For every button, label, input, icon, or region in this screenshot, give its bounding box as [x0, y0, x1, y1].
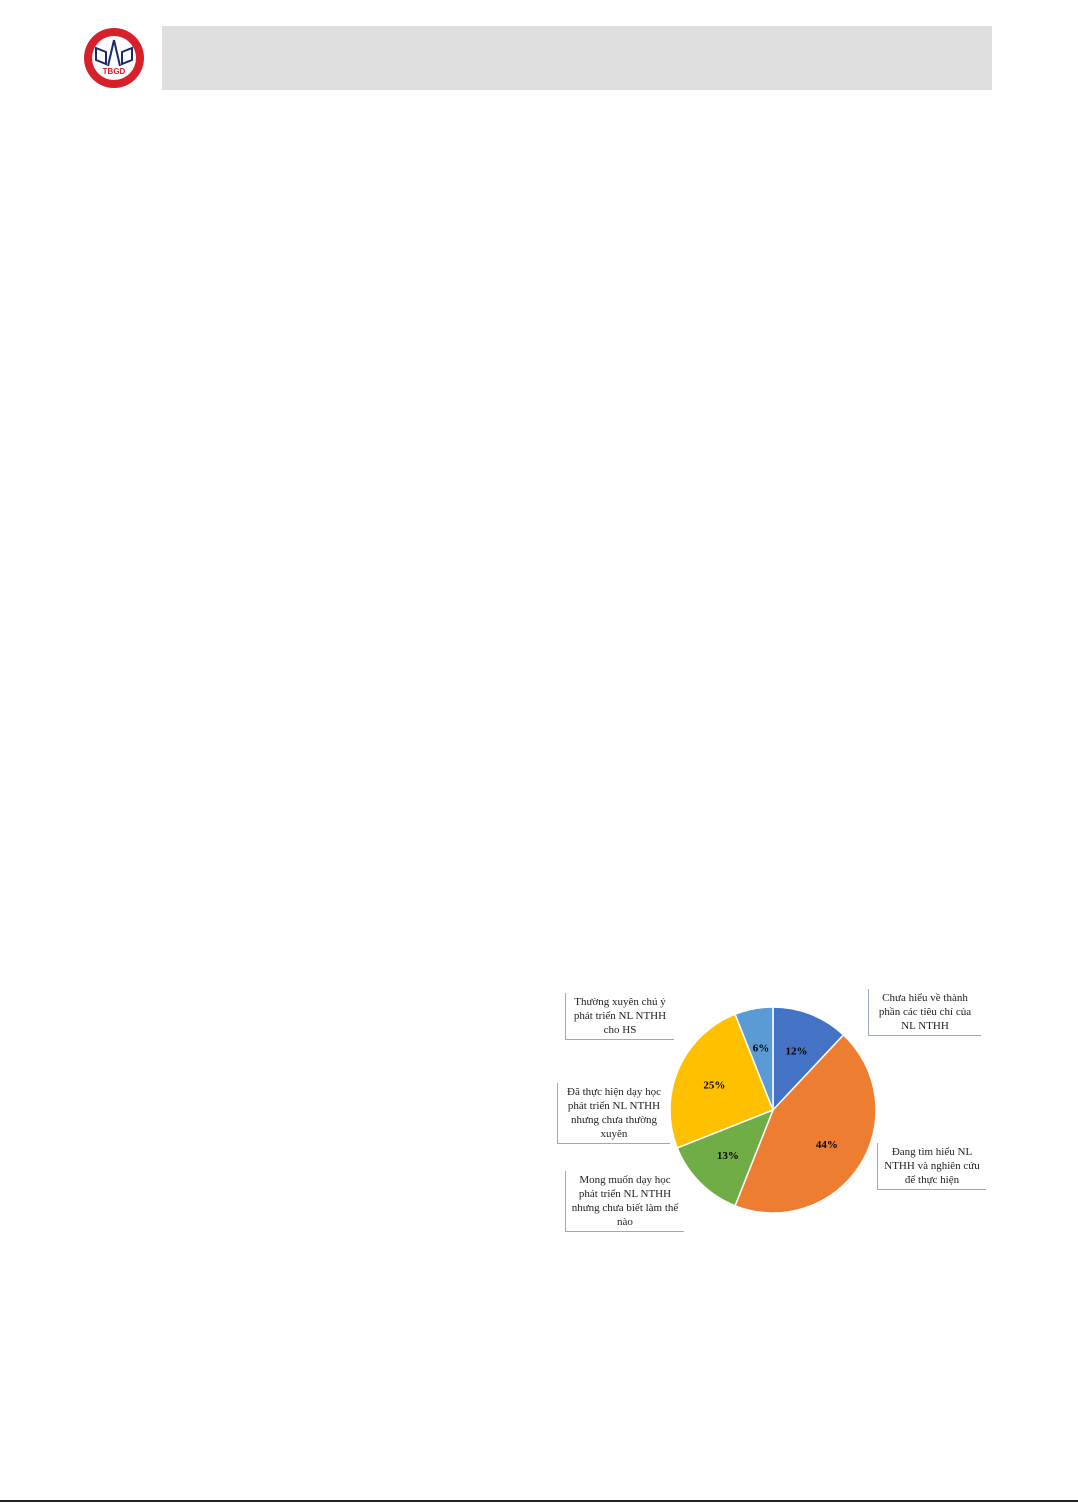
- pie-data-label-0: 12%: [786, 1046, 808, 1058]
- footer-rule: [0, 1500, 1078, 1502]
- logo-text: TBGD: [103, 67, 126, 76]
- slice-label-1: Đang tìm hiểu NL NTHH và nghiên cứu để t…: [877, 1143, 986, 1190]
- pie-chart: 12% 44% 13% 25% 6% Thường xuyên chú ý phát t…: [555, 975, 986, 1245]
- slice-label-0: Chưa hiểu về thành phần các tiêu chí của…: [868, 989, 981, 1036]
- pie-slice-0: [772, 1006, 845, 1112]
- pie-data-label-4: 6%: [753, 1042, 770, 1054]
- pie-slice-3: [669, 1013, 774, 1149]
- slice-label-3: Đã thực hiện dạy học phát triển NL NTHH …: [557, 1083, 670, 1144]
- pie-data-label-2: 13%: [717, 1150, 739, 1162]
- pie-slice-4: [734, 1006, 774, 1111]
- pie-data-label-1: 44%: [816, 1139, 838, 1151]
- pie-slice-1: [734, 1033, 877, 1214]
- header-bar: [162, 26, 992, 90]
- pie-data-label-3: 25%: [703, 1080, 725, 1092]
- journal-logo: TBGD: [84, 28, 144, 88]
- pie-slice-2: [676, 1108, 775, 1207]
- slice-label-4: Thường xuyên chú ý phát triển NL NTHH ch…: [565, 993, 674, 1040]
- slice-label-2: Mong muốn dạy học phát triển NL NTHH như…: [565, 1171, 684, 1232]
